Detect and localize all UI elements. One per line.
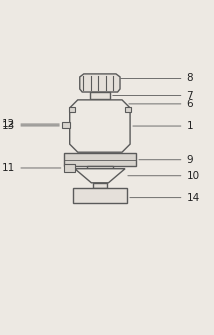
Bar — [62, 122, 70, 128]
Text: 14: 14 — [130, 193, 200, 203]
Bar — [90, 92, 110, 99]
Text: 10: 10 — [128, 171, 200, 181]
Text: 13: 13 — [2, 121, 59, 131]
Bar — [69, 107, 75, 112]
Polygon shape — [80, 74, 120, 92]
Bar — [64, 153, 136, 166]
Bar — [64, 164, 75, 172]
Bar — [87, 166, 113, 169]
Text: 11: 11 — [2, 163, 61, 173]
Polygon shape — [75, 169, 125, 183]
Text: 9: 9 — [139, 155, 193, 165]
Text: 12: 12 — [2, 119, 59, 129]
Bar — [73, 188, 127, 203]
Bar — [125, 107, 131, 112]
Polygon shape — [70, 100, 130, 152]
Text: 6: 6 — [129, 99, 193, 109]
Bar — [93, 183, 107, 188]
Text: 7: 7 — [113, 90, 193, 100]
Text: 8: 8 — [121, 73, 193, 83]
Text: 1: 1 — [133, 121, 193, 131]
